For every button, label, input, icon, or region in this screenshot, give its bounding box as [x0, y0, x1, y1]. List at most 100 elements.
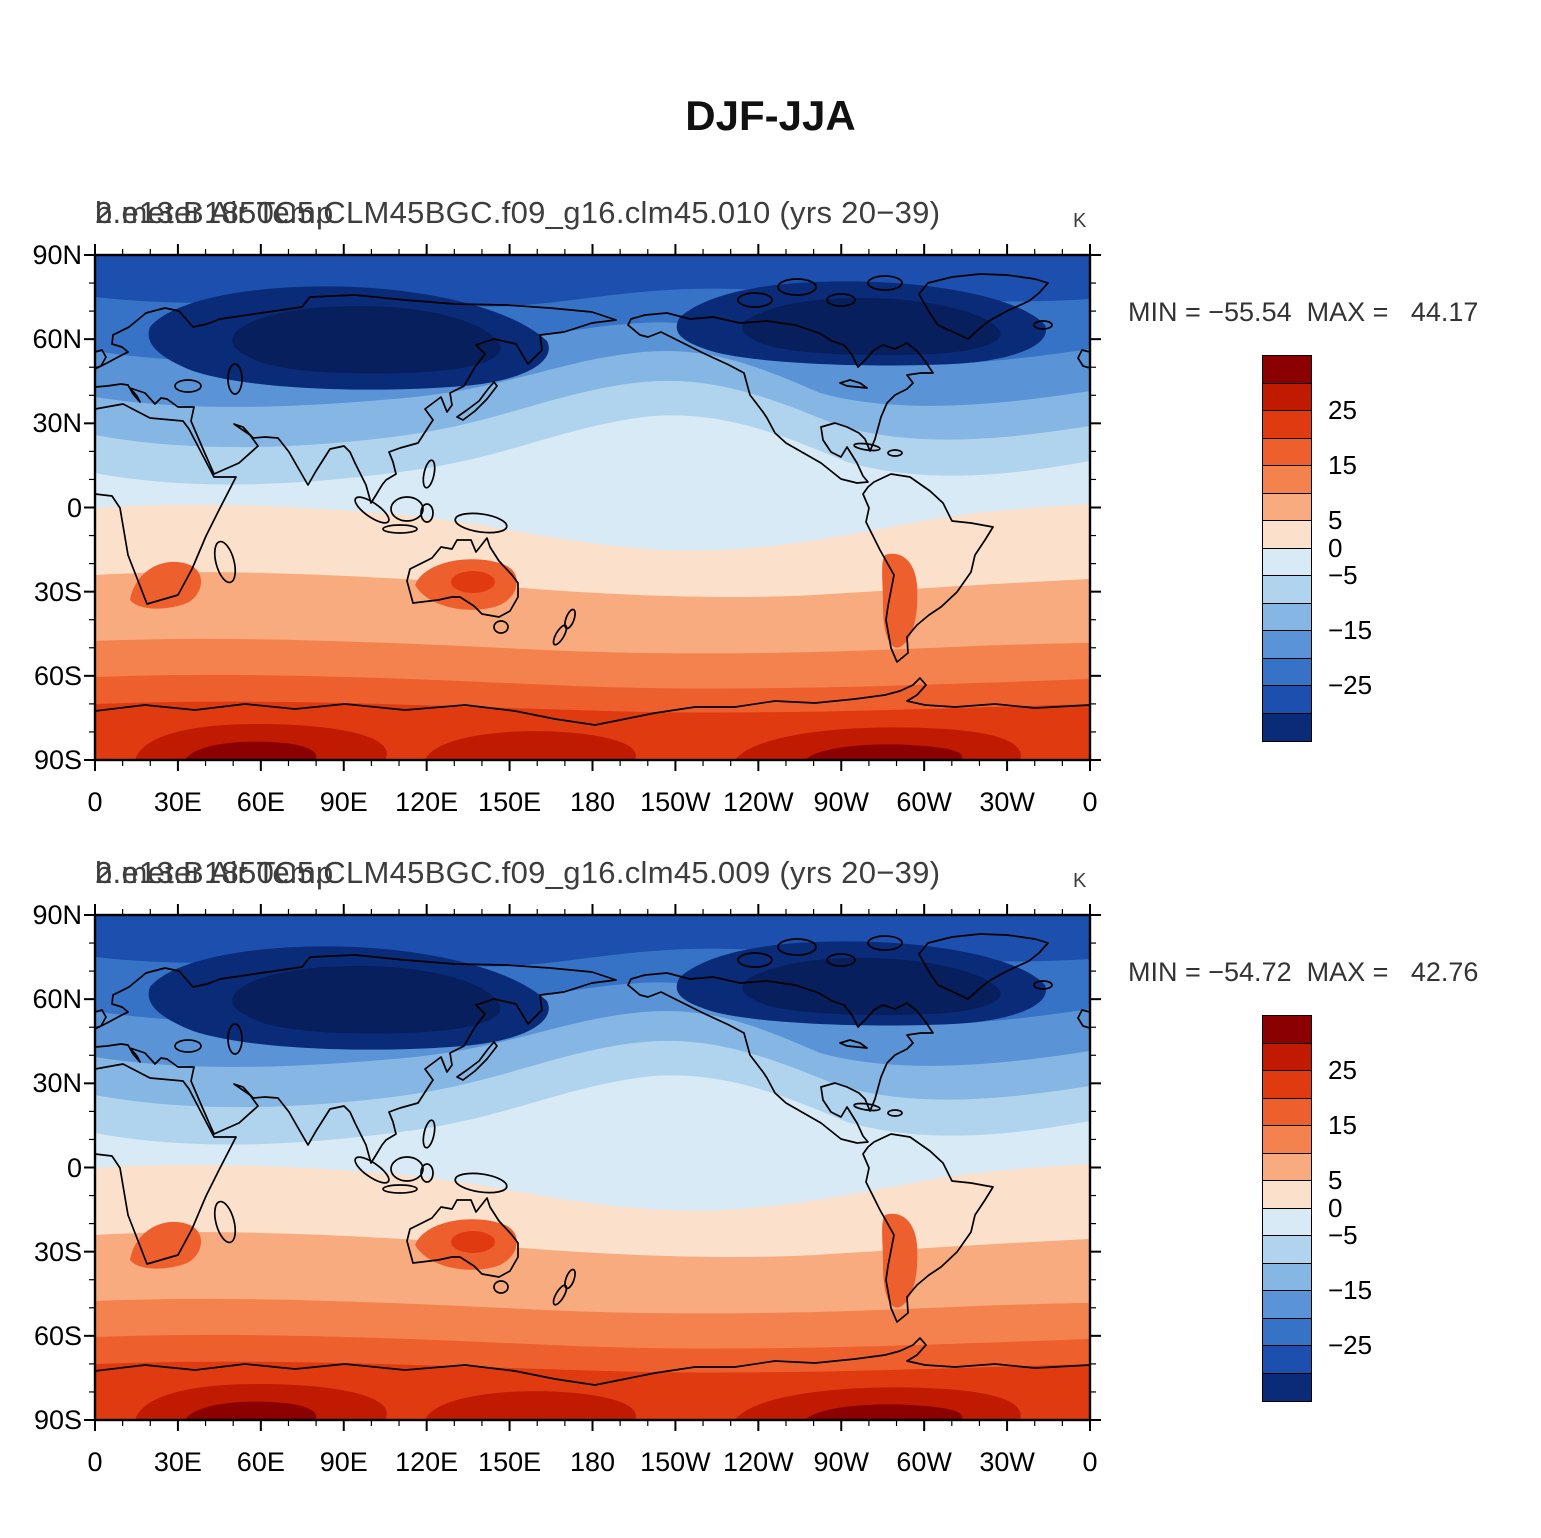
colorbar-cell — [1263, 1016, 1311, 1044]
lon-tick-label: 30E — [153, 787, 202, 817]
colorbar-cell — [1263, 603, 1311, 631]
colorbar-tick-label: 25 — [1328, 1055, 1357, 1085]
lon-tick-label: 120W — [723, 787, 794, 817]
colorbar-cell — [1263, 1263, 1311, 1291]
panel-title-model-text: b.e13.B1850C5.CLM45BGC.f09_g16.clm45.010… — [95, 195, 941, 230]
colorbar-tick-label: −25 — [1328, 670, 1373, 700]
colorbar-cell — [1263, 1181, 1311, 1209]
colorbar-cells — [1262, 1015, 1312, 1402]
lat-tick-label: 60S — [33, 1320, 82, 1351]
colorbar-cell — [1263, 576, 1311, 604]
lat-tick-label: 30N — [32, 408, 82, 439]
lon-tick-label: 0 — [87, 787, 103, 817]
lat-tick-label: 90S — [33, 1405, 82, 1435]
contour-map — [95, 255, 1090, 760]
lon-tick-label: 150W — [640, 787, 711, 817]
colorbar-cell — [1263, 356, 1311, 384]
lat-tick-label: 30S — [33, 1236, 82, 1267]
lat-tick-label: 0 — [66, 1152, 82, 1183]
lat-tick-label: 0 — [66, 492, 82, 523]
panel-title: b.e13.B1850C5.CLM45BGC.f09_g16.clm45.009… — [95, 855, 1135, 899]
lon-tick-label: 60E — [236, 787, 285, 817]
figure-title: DJF-JJA — [685, 92, 856, 139]
minmax-readout: MIN = −54.72 MAX = 42.76 — [1128, 957, 1479, 987]
lat-tick-label: 30S — [33, 576, 82, 607]
colorbar-tick-label: −15 — [1328, 1275, 1373, 1305]
colorbar: 25 15 5 0 −5 −15 −25 — [1262, 1015, 1392, 1402]
colorbar-tick-label: −25 — [1328, 1330, 1373, 1360]
panel-title: b.e13.B1850C5.CLM45BGC.f09_g16.clm45.010… — [95, 195, 1135, 239]
lon-tick-label: 120E — [395, 1447, 459, 1477]
colorbar-tick-label: 0 — [1328, 532, 1343, 563]
colorbar-cell — [1263, 713, 1311, 741]
colorbar-cell — [1263, 1291, 1311, 1319]
lon-tick-label: 120W — [723, 1447, 794, 1477]
map-panel-2: b.e13.B1850C5.CLM45BGC.f09_g16.clm45.009… — [0, 845, 1541, 1500]
colorbar-cell — [1263, 1153, 1311, 1181]
colorbar-cell — [1263, 1318, 1311, 1346]
colorbar-cell — [1263, 521, 1311, 549]
lon-tick-label: 180 — [569, 787, 616, 817]
colorbar-cell — [1263, 1208, 1311, 1236]
colorbar-cell — [1263, 493, 1311, 521]
lon-tick-label: 0 — [1082, 1447, 1098, 1477]
colorbar-tick-label: −5 — [1328, 1220, 1358, 1250]
lat-tick-label: 90N — [32, 240, 82, 270]
lat-tick-label: 30N — [32, 1068, 82, 1099]
colorbar-cell — [1263, 1373, 1311, 1401]
colorbar-cell — [1263, 1071, 1311, 1099]
colorbar-cell — [1263, 631, 1311, 659]
colorbar-cell — [1263, 1126, 1311, 1154]
panel-units-label: K — [1073, 870, 1087, 892]
lon-tick-label: 60W — [896, 787, 952, 817]
lon-tick-label: 90W — [813, 1447, 870, 1477]
lat-tick-label: 90S — [33, 745, 82, 775]
panel-title-model-text: b.e13.B1850C5.CLM45BGC.f09_g16.clm45.009… — [95, 855, 941, 890]
colorbar: 25 15 5 0 −5 −15 −25 — [1262, 355, 1392, 742]
colorbar-cell — [1263, 1346, 1311, 1374]
colorbar-cell — [1263, 658, 1311, 686]
lat-tick-label: 90N — [32, 900, 82, 930]
lon-tick-label: 90E — [319, 787, 368, 817]
lon-tick-label: 0 — [87, 1447, 103, 1477]
colorbar-tick-label: 0 — [1328, 1192, 1343, 1223]
lat-tick-label: 60S — [33, 660, 82, 691]
contour-map — [95, 915, 1090, 1420]
colorbar-tick-label: 25 — [1328, 395, 1357, 425]
colorbar-cell — [1263, 438, 1311, 466]
lon-tick-label: 90E — [319, 1447, 368, 1477]
lon-tick-label: 30W — [979, 1447, 1035, 1477]
panel-units-label: K — [1073, 210, 1087, 232]
lon-tick-label: 0 — [1082, 787, 1098, 817]
colorbar-tick-label: −15 — [1328, 615, 1373, 645]
lon-tick-label: 30E — [153, 1447, 202, 1477]
map-panel-1: b.e13.B1850C5.CLM45BGC.f09_g16.clm45.010… — [0, 185, 1541, 840]
colorbar-tick-label: 5 — [1328, 505, 1343, 535]
world-contour-svg — [95, 255, 1090, 760]
panel-title-field-text: 2 meter Air Temp — [95, 195, 334, 230]
colorbar-cell — [1263, 411, 1311, 439]
colorbar-cells — [1262, 355, 1312, 742]
lon-tick-label: 90W — [813, 787, 870, 817]
lon-tick-label: 150W — [640, 1447, 711, 1477]
colorbar-tick-label: 15 — [1328, 1110, 1357, 1140]
minmax-readout: MIN = −55.54 MAX = 44.17 — [1128, 297, 1479, 327]
lon-tick-label: 150E — [478, 787, 542, 817]
world-contour-svg — [95, 915, 1090, 1420]
lat-tick-label: 60N — [32, 324, 82, 355]
colorbar-tick-label: 5 — [1328, 1165, 1343, 1195]
lon-tick-label: 150E — [478, 1447, 542, 1477]
lon-tick-label: 60E — [236, 1447, 285, 1477]
colorbar-cell — [1263, 548, 1311, 576]
lon-tick-label: 120E — [395, 787, 459, 817]
colorbar-cell — [1263, 466, 1311, 494]
lon-tick-label: 30W — [979, 787, 1035, 817]
colorbar-tick-label: 15 — [1328, 450, 1357, 480]
colorbar-cell — [1263, 1043, 1311, 1071]
lon-tick-label: 180 — [569, 1447, 616, 1477]
lon-tick-label: 60W — [896, 1447, 952, 1477]
panel-title-field-text: 2 meter Air Temp — [95, 855, 334, 890]
colorbar-cell — [1263, 1236, 1311, 1264]
colorbar-cell — [1263, 686, 1311, 714]
